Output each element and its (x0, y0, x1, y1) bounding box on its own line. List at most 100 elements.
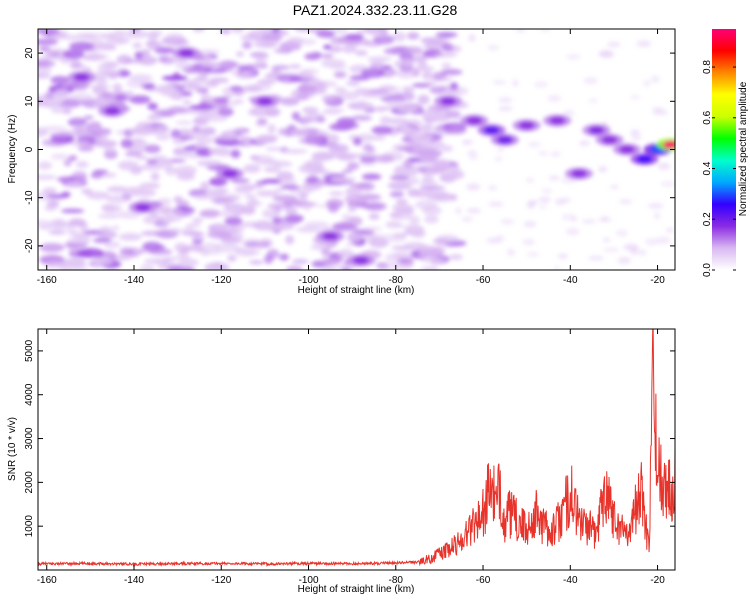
heatmap-cell (526, 202, 535, 209)
heatmap-cell (271, 65, 290, 71)
heatmap-cell (44, 91, 55, 99)
heatmap-feature (134, 203, 151, 212)
spectrogram-x-tick-label: -100 (298, 275, 318, 286)
heatmap-cell (623, 243, 639, 251)
heatmap-cell (303, 202, 317, 207)
heatmap-cell (598, 165, 608, 173)
heatmap-cell (299, 70, 314, 79)
heatmap-cell (361, 173, 382, 181)
heatmap-cell (182, 99, 192, 105)
heatmap-cell (155, 132, 171, 141)
heatmap-cell (38, 65, 52, 75)
heatmap-cell (63, 159, 72, 167)
heatmap-cell (257, 79, 277, 85)
heatmap-cell (304, 221, 329, 229)
heatmap-cell (83, 115, 94, 120)
spectrogram-y-tick-label: 0 (24, 146, 35, 152)
heatmap-cell (170, 129, 181, 139)
heatmap-cell (496, 147, 505, 153)
heatmap-cell (268, 223, 295, 231)
heatmap-cell (235, 51, 245, 57)
heatmap-cell (351, 115, 373, 121)
heatmap-cell (345, 80, 361, 87)
snr-line (37, 328, 676, 568)
heatmap-cell (420, 170, 438, 176)
heatmap-cell (147, 114, 162, 122)
heatmap-cell (333, 71, 345, 78)
heatmap-cell (300, 114, 319, 123)
heatmap-cell (192, 239, 203, 245)
snr-x-tick-label: -160 (37, 575, 57, 586)
heatmap-cell (394, 165, 404, 175)
heatmap-cell (336, 117, 356, 127)
heatmap-cell (389, 175, 409, 181)
heatmap-cell (433, 71, 444, 81)
heatmap-cell (291, 259, 309, 264)
heatmap-cell (372, 125, 393, 135)
heatmap-cell (323, 108, 345, 113)
heatmap-cell (347, 232, 363, 243)
heatmap-cell (56, 176, 78, 183)
heatmap-cell (547, 94, 562, 102)
heatmap-cell (329, 94, 341, 100)
spectrogram-y-tick-label: 20 (24, 47, 35, 59)
heatmap-cell (296, 84, 318, 93)
heatmap-cell (376, 262, 399, 270)
heatmap-cell (392, 31, 406, 42)
heatmap-cell (581, 219, 597, 224)
heatmap-cell (609, 184, 619, 190)
heatmap-cell (97, 84, 113, 90)
heatmap-cell (174, 165, 198, 176)
heatmap-cell (516, 29, 526, 33)
heatmap-cell (138, 164, 164, 171)
heatmap-cell (121, 186, 147, 197)
heatmap-cell (281, 184, 300, 190)
heatmap-cell (77, 145, 94, 152)
spectrogram-x-ticks: -160 -140 -120 -100 -80 -60 -40 -20 (37, 29, 665, 286)
heatmap-cell (461, 216, 473, 222)
heatmap-cell (347, 153, 359, 158)
heatmap-cell (139, 263, 155, 270)
heatmap-cell (265, 146, 283, 152)
heatmap-feature (518, 121, 535, 130)
heatmap-cell (468, 34, 476, 42)
heatmap-cell (159, 111, 174, 117)
heatmap-cell (285, 206, 298, 216)
figure-title: PAZ1.2024.332.23.11.G28 (293, 2, 458, 18)
heatmap-cell (379, 116, 392, 125)
heatmap-cell (600, 215, 609, 222)
heatmap-cell (134, 51, 143, 60)
heatmap-cell (230, 29, 245, 34)
heatmap-cell (358, 160, 377, 166)
heatmap-cell (631, 135, 642, 141)
heatmap-cell (343, 195, 370, 203)
heatmap-cell (149, 211, 158, 218)
heatmap-cell (197, 49, 221, 54)
heatmap-cell (244, 193, 256, 199)
heatmap-cell (244, 201, 264, 207)
heatmap-cell (182, 227, 195, 234)
snr-panel: -160 -140 -120 -100 -80 -60 -40 -20 1000 2000 300… (7, 328, 676, 595)
heatmap-cell (62, 49, 85, 59)
heatmap-cell (323, 44, 332, 50)
heatmap-cell (440, 144, 453, 153)
heatmap-cell (230, 178, 250, 184)
heatmap-cell (665, 227, 674, 233)
heatmap-cell (522, 238, 536, 246)
heatmap-cell (341, 168, 353, 174)
heatmap-cell (282, 149, 308, 154)
heatmap-cell (603, 247, 619, 252)
heatmap-cell (242, 41, 253, 50)
heatmap-cell (124, 30, 149, 39)
snr-y-tick-label: 3000 (24, 427, 35, 450)
heatmap-cell (249, 260, 264, 265)
heatmap-cell (92, 172, 117, 178)
heatmap-cell (196, 159, 223, 167)
heatmap-cell (430, 105, 445, 112)
heatmap-cell (405, 225, 425, 233)
heatmap-cell (117, 210, 141, 219)
heatmap-cell (407, 188, 421, 198)
heatmap-cell (432, 166, 446, 174)
heatmap-cell (334, 87, 347, 93)
